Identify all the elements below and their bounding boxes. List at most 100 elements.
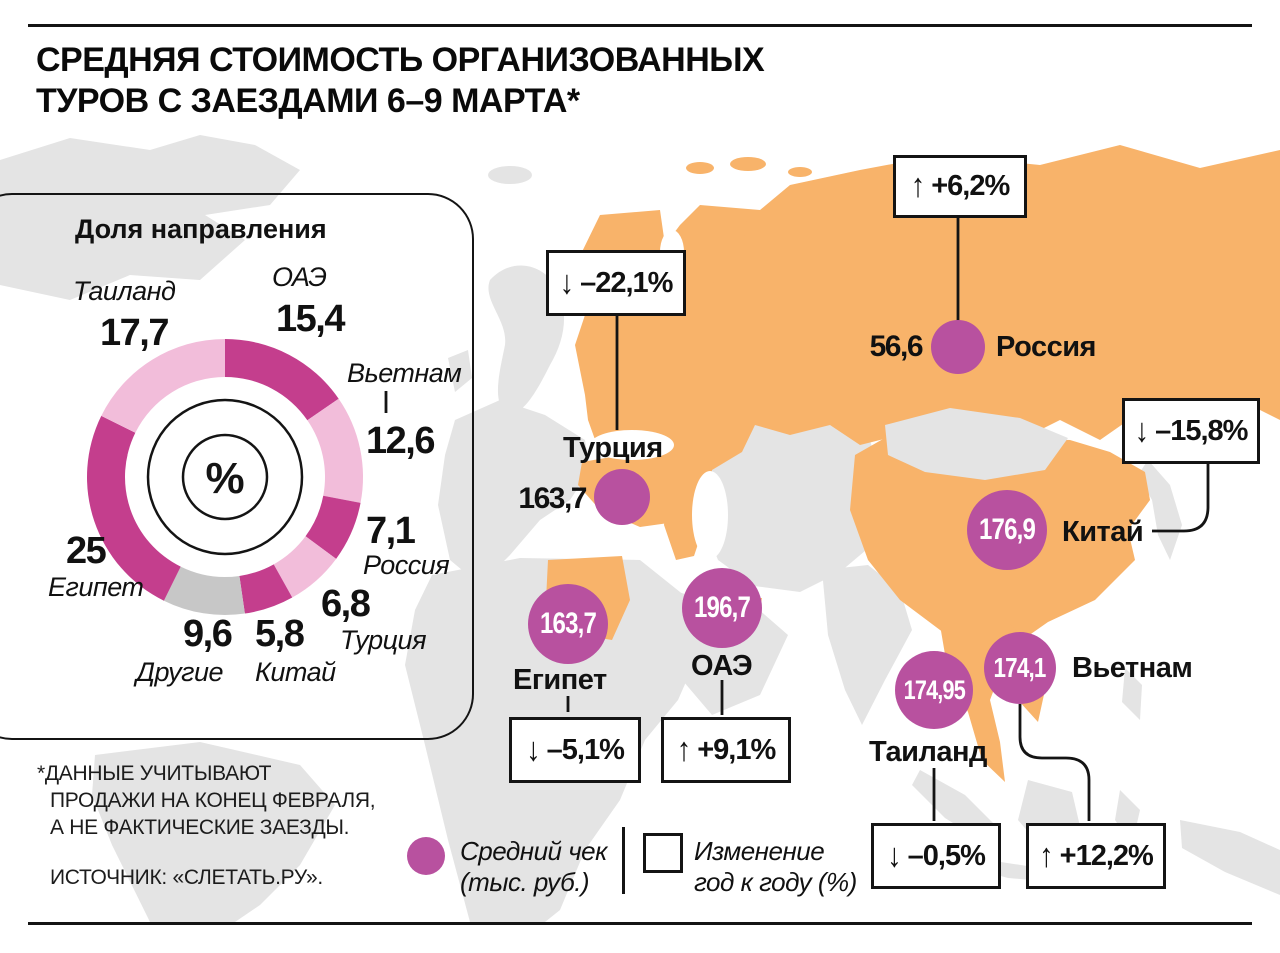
thailand-avg-value: 174,95 [903, 674, 965, 705]
vietnam-avg-value: 174,1 [993, 652, 1047, 683]
bottom-rule [28, 922, 1252, 925]
oae-avg-value: 196,7 [693, 591, 751, 624]
avg-check-legend-dot [407, 837, 445, 875]
share-panel-title: Доля направления [75, 214, 327, 244]
donut-segment-Китай [239, 564, 293, 614]
oae-yoy-box: ↑ +9,1% [661, 717, 791, 783]
vietnam-connector-line [1018, 704, 1091, 821]
share-label-thailand: Таиланд [73, 276, 176, 306]
page-title: СРЕДНЯЯ СТОИМОСТЬ ОРГАНИЗОВАННЫХ ТУРОВ С… [36, 40, 765, 122]
share-value-thailand: 17,7 [100, 312, 169, 354]
donut-segment-ОАЭ [225, 339, 339, 421]
vietnam-label: Вьетнам [1072, 652, 1193, 684]
egypt-label: Египет [513, 664, 607, 696]
egypt-yoy-value: –5,1% [546, 733, 625, 766]
footnote-line1: *ДАННЫЕ УЧИТЫВАЮТ [37, 762, 272, 785]
share-value-vietnam: 12,6 [366, 420, 435, 462]
thailand-label: Таиланд [869, 736, 987, 768]
donut-segment-Египет [87, 415, 181, 601]
thailand-yoy-value: –0,5% [907, 839, 986, 872]
turkey-yoy-value: –22,1% [580, 266, 673, 299]
land-uk [448, 350, 472, 392]
marker-connectors [384, 210, 1210, 821]
thailand-avg-circle: 174,95 [895, 651, 973, 729]
russia-avg-circle [931, 320, 985, 374]
avg-check-legend-line2: (тыс. руб.) [460, 867, 590, 897]
vietnam-yoy-value: +12,2% [1059, 839, 1154, 872]
up-arrow-icon: ↑ [676, 731, 691, 768]
donut-segment-Таиланд [101, 339, 225, 433]
turkey-avg-value: 163,7 [518, 482, 587, 515]
egypt-yoy-box: ↓ –5,1% [509, 717, 641, 783]
share-label-vietnam: Вьетнам [347, 358, 462, 388]
land-south-america [92, 742, 335, 922]
down-arrow-icon: ↓ [559, 264, 574, 301]
land-philippines [1122, 668, 1142, 720]
egypt-avg-value: 163,7 [539, 607, 597, 640]
share-label-china: Китай [255, 657, 336, 687]
down-arrow-icon: ↓ [887, 837, 901, 874]
thailand-yoy-box: ↓ –0,5% [871, 823, 1001, 889]
china-label: Китай [1062, 516, 1144, 548]
oae-yoy-value: +9,1% [697, 733, 776, 766]
russia-label: Россия [996, 331, 1096, 363]
footnote-line3: А НЕ ФАКТИЧЕСКИЕ ЗАЕЗДЫ. [50, 816, 350, 839]
vietnam-yoy-box: ↑ +12,2% [1026, 823, 1166, 889]
turkey-avg-circle [594, 469, 650, 525]
avg-check-legend-line1: Средний чек [460, 836, 607, 866]
up-arrow-icon: ↑ [1039, 837, 1053, 874]
egypt-avg-circle: 163,7 [528, 584, 608, 664]
share-value-russia: 7,1 [366, 510, 416, 552]
vietnam-avg-circle: 174,1 [984, 632, 1056, 704]
share-value-others: 9,6 [183, 613, 233, 655]
share-label-russia: Россия [363, 550, 450, 580]
source-credit: ИСТОЧНИК: «СЛЕТАТЬ.РУ». [50, 866, 323, 889]
country-russia [575, 145, 1280, 560]
land-japan [1138, 460, 1182, 560]
map-land-overlay [885, 408, 1068, 480]
share-value-egypt: 25 [66, 530, 107, 572]
share-label-others: Другие [136, 657, 223, 687]
share-label-oae: ОАЭ [272, 262, 327, 292]
share-value-turkey: 6,8 [321, 583, 371, 625]
country-russia-islands [713, 215, 748, 288]
sea-caspian [692, 471, 728, 559]
turkey-label: Турция [563, 432, 663, 464]
donut-arcs [87, 339, 363, 615]
donut-inner-ring-1 [146, 398, 304, 556]
share-label-turkey: Турция [340, 625, 427, 655]
donut-segment-Вьетнам [307, 398, 363, 503]
yoy-legend-square [643, 833, 683, 873]
donut-segment-Россия [305, 495, 361, 559]
share-value-oae: 15,4 [276, 298, 345, 340]
avg-check-legend-label: Средний чек (тыс. руб.) [460, 836, 607, 898]
land-india [822, 565, 912, 725]
donut-unit-label: % [205, 454, 244, 503]
footnote: *ДАННЫЕ УЧИТЫВАЮТ ПРОДАЖИ НА КОНЕЦ ФЕВРА… [37, 760, 376, 841]
oae-label: ОАЭ [691, 650, 753, 682]
land-new-guinea [1180, 820, 1280, 895]
yoy-legend-label: Изменение год к году (%) [694, 836, 857, 898]
yoy-legend-line2: год к году (%) [694, 867, 857, 897]
land-arctic [0, 135, 300, 300]
donut-segment-Турция [273, 536, 337, 598]
land-svalbard [488, 166, 532, 184]
page-title-line2: ТУРОВ С ЗАЕЗДАМИ 6–9 МАРТА* [36, 82, 580, 120]
turkey-yoy-box: ↓ –22,1% [546, 250, 686, 316]
russia-yoy-value: +6,2% [931, 170, 1010, 202]
share-label-egypt: Египет [48, 572, 144, 602]
donut-chart: % [87, 339, 363, 615]
donut-segment-Другие [163, 566, 245, 615]
top-rule [28, 24, 1252, 27]
down-arrow-icon: ↓ [526, 731, 540, 768]
up-arrow-icon: ↑ [910, 167, 925, 205]
oae-avg-circle: 196,7 [682, 568, 762, 648]
land-mongolia [885, 408, 1068, 480]
china-yoy-value: –15,8% [1155, 414, 1248, 447]
footnote-line2: ПРОДАЖИ НА КОНЕЦ ФЕВРАЛЯ, [50, 789, 376, 812]
share-value-china: 5,8 [255, 613, 305, 655]
down-arrow-icon: ↓ [1134, 412, 1149, 449]
land-scandinavia [488, 265, 565, 414]
china-yoy-box: ↓ –15,8% [1122, 398, 1260, 464]
